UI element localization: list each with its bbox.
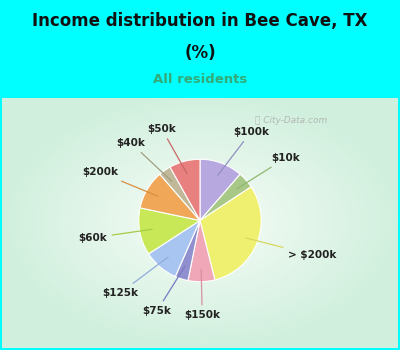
Wedge shape: [139, 208, 200, 254]
Wedge shape: [175, 220, 200, 281]
Text: $200k: $200k: [82, 167, 158, 196]
Text: (%): (%): [184, 44, 216, 62]
Text: > $200k: > $200k: [246, 238, 337, 260]
Wedge shape: [149, 220, 200, 276]
Text: ⓘ City-Data.com: ⓘ City-Data.com: [255, 116, 327, 125]
Text: $40k: $40k: [116, 138, 172, 181]
Wedge shape: [200, 174, 251, 220]
Wedge shape: [170, 159, 200, 220]
Text: Income distribution in Bee Cave, TX: Income distribution in Bee Cave, TX: [32, 12, 368, 30]
Wedge shape: [200, 159, 240, 220]
Text: All residents: All residents: [153, 73, 247, 86]
Wedge shape: [188, 220, 215, 282]
Text: $125k: $125k: [102, 257, 168, 298]
Wedge shape: [140, 174, 200, 220]
Text: $100k: $100k: [218, 127, 269, 175]
Text: $10k: $10k: [237, 153, 300, 189]
Wedge shape: [200, 187, 261, 280]
Text: $50k: $50k: [147, 124, 187, 174]
Text: $60k: $60k: [78, 229, 152, 243]
Wedge shape: [160, 167, 200, 220]
Text: $75k: $75k: [142, 267, 185, 316]
Text: $150k: $150k: [184, 269, 220, 320]
